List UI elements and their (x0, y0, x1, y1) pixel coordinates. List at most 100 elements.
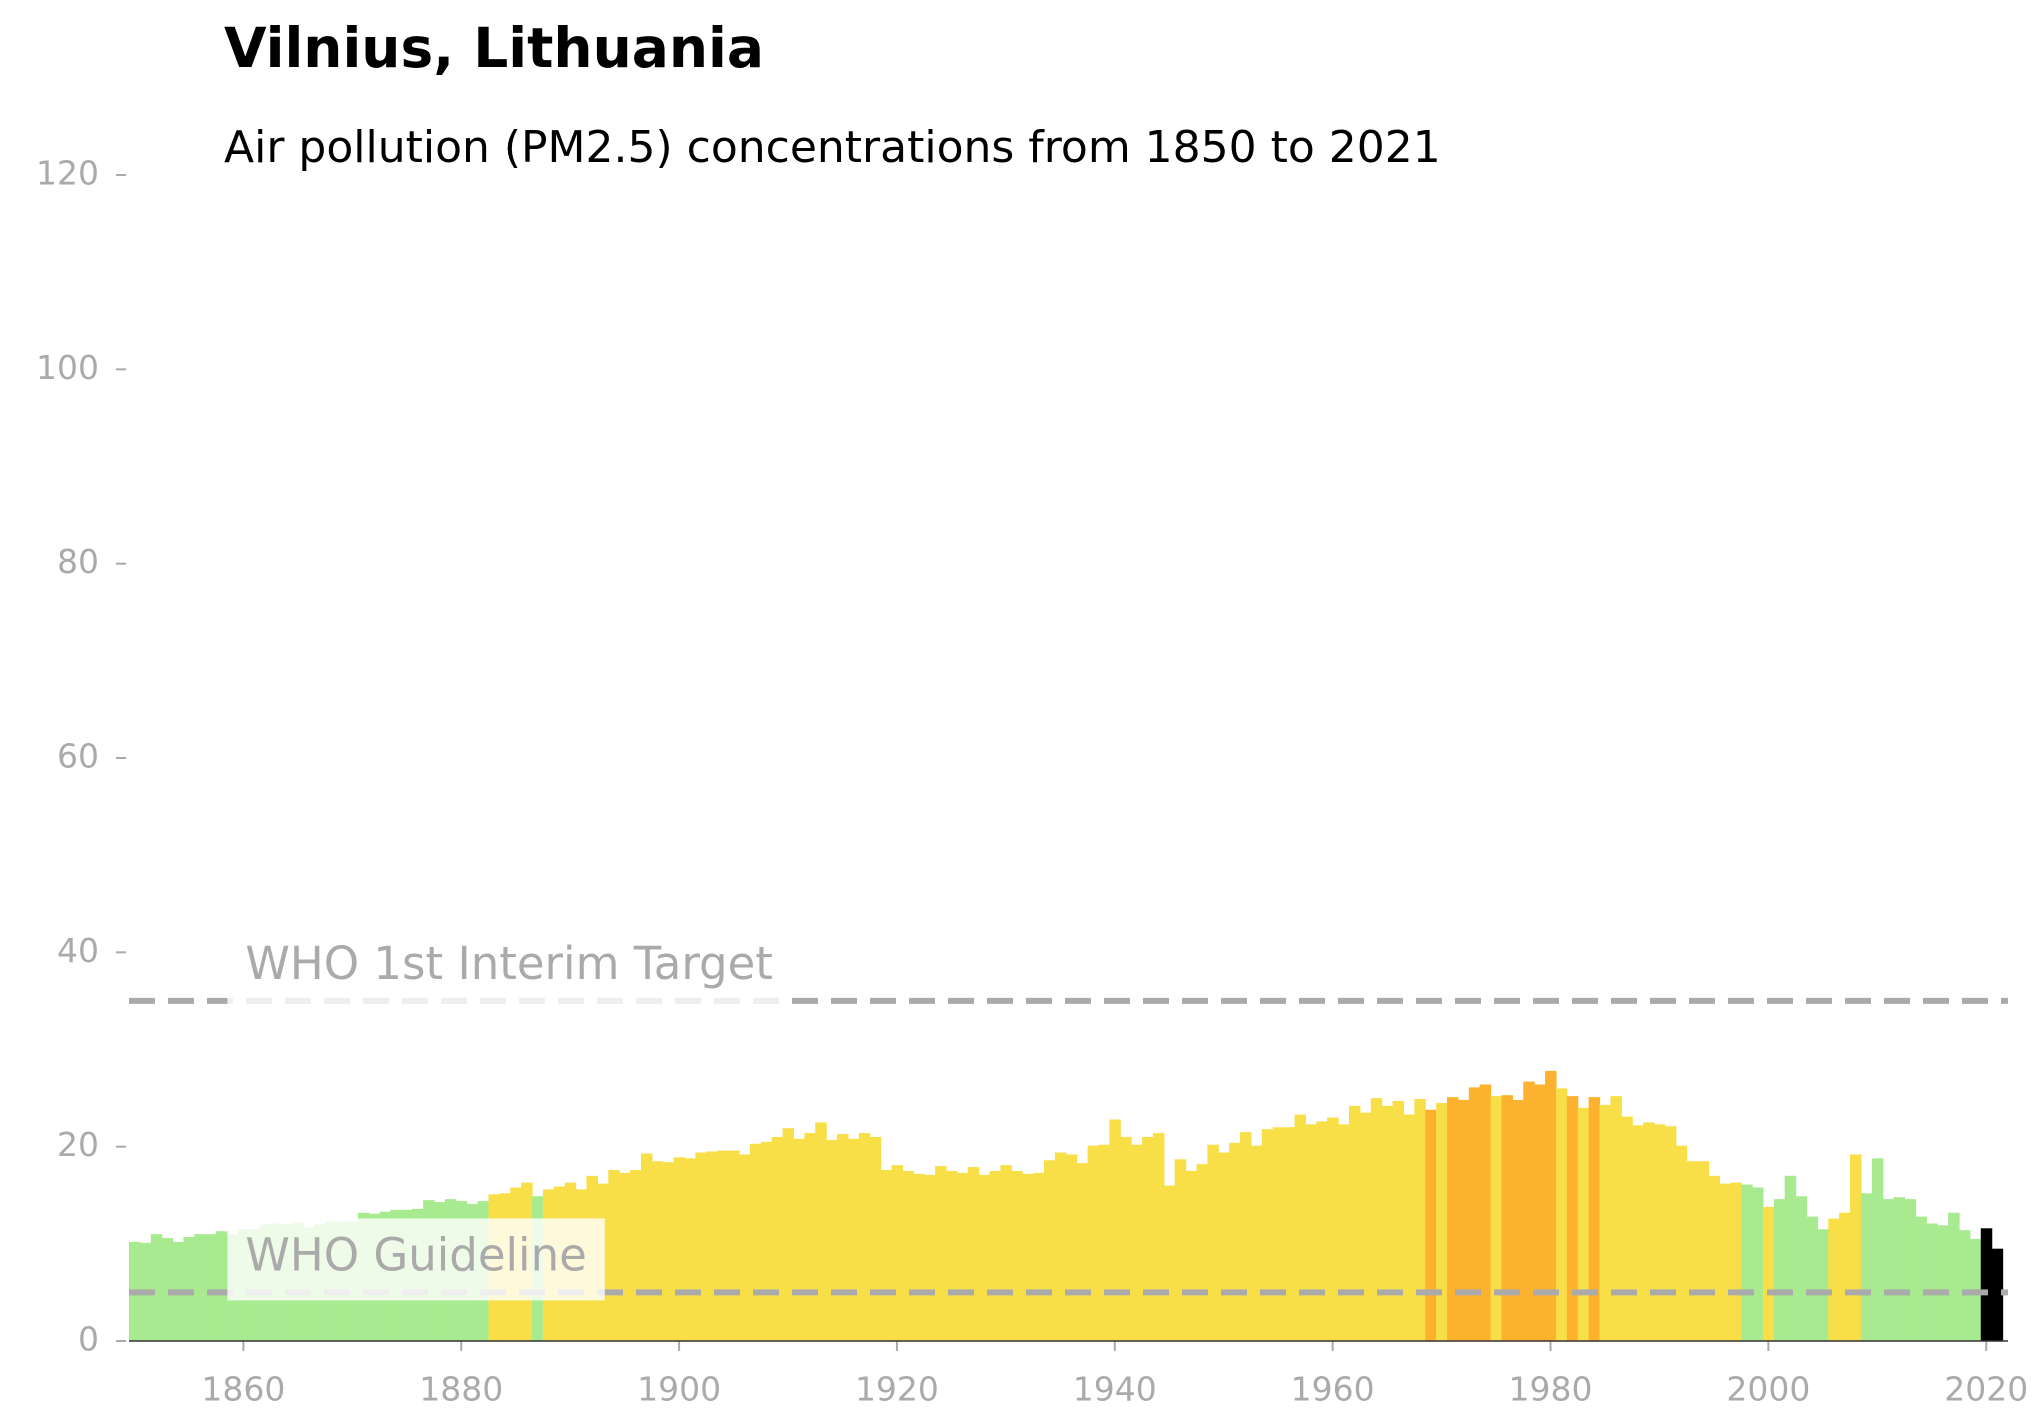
bar (815, 1122, 827, 1341)
bar (1054, 1152, 1067, 1341)
bar (1131, 1144, 1143, 1341)
bar (640, 1153, 653, 1341)
bar (1436, 1102, 1448, 1341)
bar (1708, 1175, 1720, 1341)
bar (662, 1162, 675, 1341)
bar (1283, 1127, 1296, 1341)
bar (1523, 1081, 1535, 1341)
bar (1261, 1129, 1274, 1341)
bar (651, 1161, 664, 1341)
bar (194, 1234, 206, 1341)
bar (1958, 1230, 1971, 1341)
bar (1991, 1248, 2004, 1341)
bar (1610, 1096, 1622, 1341)
bar (1599, 1104, 1612, 1341)
bar (1338, 1124, 1350, 1341)
bar (1664, 1126, 1677, 1341)
bar (1839, 1212, 1851, 1341)
bar (1860, 1193, 1873, 1341)
reference-label: WHO Guideline (245, 1228, 586, 1281)
bar (1120, 1136, 1132, 1341)
bar (1174, 1159, 1187, 1341)
bar (1447, 1097, 1459, 1341)
bar (1555, 1088, 1568, 1341)
bar (1033, 1172, 1045, 1341)
bar (1850, 1154, 1862, 1341)
bar (706, 1151, 718, 1341)
bar (1152, 1133, 1165, 1341)
bar (1327, 1117, 1339, 1341)
bar (619, 1172, 631, 1341)
bar (1904, 1199, 1917, 1341)
bar (782, 1128, 795, 1341)
bar (826, 1139, 838, 1341)
bar (1011, 1170, 1023, 1341)
bar (1653, 1124, 1666, 1341)
y-tick-label: 120 (36, 154, 99, 193)
bar (869, 1136, 882, 1341)
bar (1316, 1121, 1328, 1341)
reference-label-box (227, 1218, 605, 1301)
bar (967, 1167, 980, 1341)
bar (771, 1136, 784, 1341)
bar (749, 1143, 762, 1341)
bar (1414, 1099, 1426, 1341)
x-tick-label: 1960 (1291, 1370, 1375, 1409)
reference-label-box (227, 926, 791, 1009)
bar (1076, 1163, 1089, 1341)
bar (1022, 1173, 1034, 1341)
reference-label: WHO 1st Interim Target (245, 937, 773, 990)
bar (1501, 1095, 1513, 1341)
bar (1534, 1084, 1546, 1341)
bar (1752, 1187, 1764, 1341)
x-tick-label: 1940 (1073, 1370, 1157, 1409)
bar (673, 1157, 686, 1341)
y-tick-label: 0 (78, 1320, 99, 1359)
bar (216, 1231, 228, 1341)
bar (1370, 1098, 1383, 1341)
x-tick-label: 1860 (201, 1370, 285, 1409)
bar (1795, 1196, 1808, 1341)
bar (1621, 1116, 1633, 1341)
bar (945, 1170, 958, 1341)
bar (847, 1138, 860, 1341)
bar (924, 1174, 936, 1341)
bar (793, 1138, 805, 1341)
bar (1588, 1097, 1601, 1341)
bar (1882, 1199, 1895, 1341)
bar (1240, 1132, 1252, 1341)
bar (1392, 1100, 1405, 1341)
x-tick-label: 2000 (1726, 1370, 1810, 1409)
bar (804, 1133, 816, 1341)
bar (1381, 1105, 1394, 1341)
bar (684, 1158, 697, 1341)
x-tick-label: 2020 (1944, 1370, 2028, 1409)
bar (1806, 1216, 1818, 1341)
bar (205, 1234, 217, 1341)
bar (956, 1172, 969, 1341)
bar (1828, 1218, 1840, 1341)
bar (1762, 1206, 1775, 1341)
chart-subtitle: Air pollution (PM2.5) concentrations fro… (224, 122, 1441, 173)
bar (183, 1237, 195, 1341)
bar (1980, 1228, 1993, 1341)
x-tick-label: 1880 (419, 1370, 503, 1409)
bar (913, 1173, 925, 1341)
bar (1065, 1154, 1078, 1341)
bar (880, 1169, 893, 1341)
bar (1686, 1161, 1699, 1341)
bar (1773, 1199, 1786, 1341)
bar (1948, 1212, 1960, 1341)
bar (1109, 1119, 1121, 1341)
bar (738, 1154, 751, 1341)
y-tick-label: 20 (57, 1125, 99, 1164)
y-tick-label: 40 (57, 931, 99, 970)
bar (1000, 1165, 1012, 1341)
bar (1479, 1084, 1492, 1341)
bar (1697, 1161, 1710, 1341)
bar (1719, 1183, 1731, 1341)
bar (608, 1169, 620, 1341)
bar (1817, 1229, 1829, 1341)
bar (1545, 1070, 1557, 1341)
